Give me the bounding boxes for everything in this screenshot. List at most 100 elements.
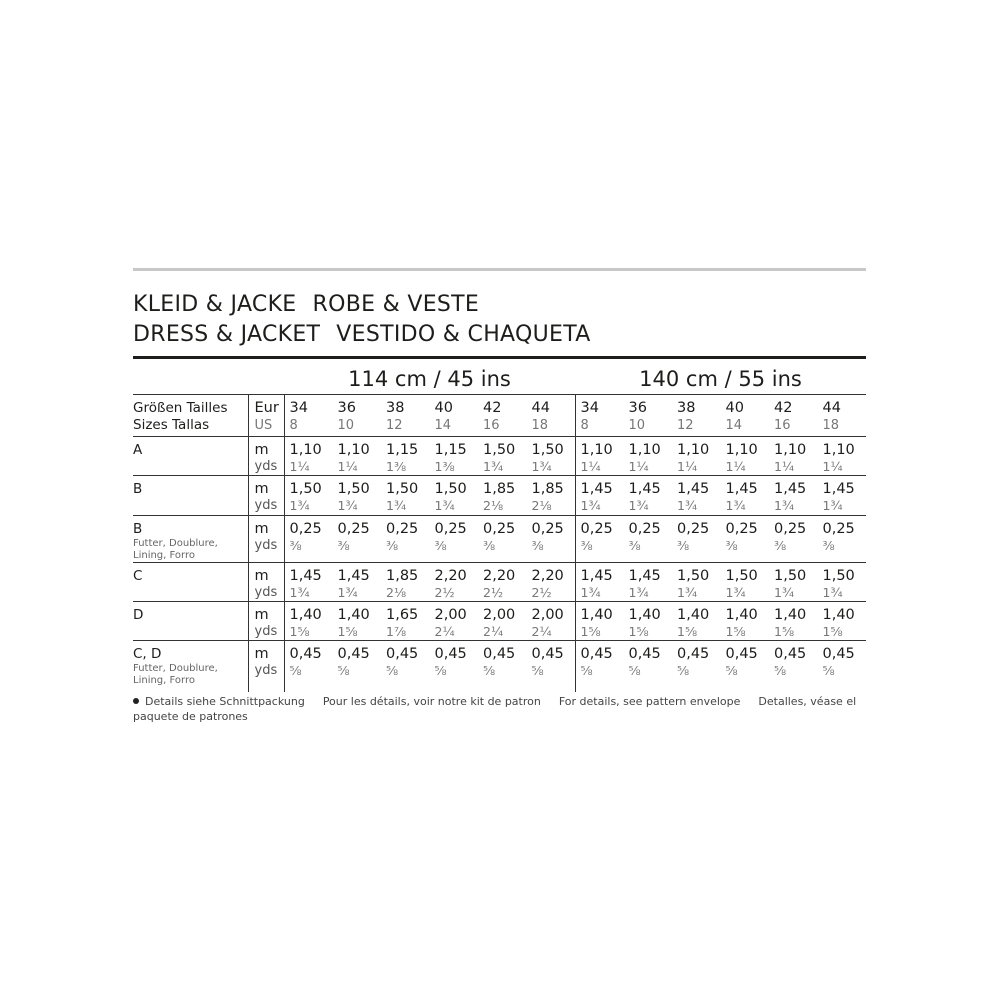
- eur-size: 34: [580, 400, 599, 416]
- value-cell: 1,50 1¾: [332, 475, 381, 516]
- value-cell: 1,85 2⅛: [478, 475, 527, 516]
- meters-value: 1,50: [822, 568, 855, 584]
- yards-value: 1¾: [580, 498, 601, 513]
- unit-meters: m: [254, 481, 269, 497]
- meters-value: 1,45: [677, 481, 710, 497]
- value-cell: 0,45 ⅝: [817, 640, 866, 692]
- yards-value: 1⅜: [434, 459, 455, 474]
- value-cell: 1,45 1¾: [623, 475, 672, 516]
- fabric-width-140: 140 cm / 55 ins: [639, 367, 802, 391]
- yards-value: 1⅜: [386, 459, 407, 474]
- unit-yards: yds: [254, 585, 278, 600]
- unit-yards: yds: [254, 538, 278, 553]
- us-size: 14: [434, 418, 452, 433]
- us-size: 18: [531, 418, 549, 433]
- meters-value: 0,25: [531, 521, 564, 537]
- unit-meters: m: [254, 442, 269, 458]
- yards-value: ⅜: [531, 538, 544, 553]
- meters-value: 1,45: [289, 568, 322, 584]
- value-cell: 2,00 2¼: [478, 601, 527, 641]
- yards-value: ⅜: [725, 538, 738, 553]
- value-cell: 1,40 1⅝: [817, 601, 866, 641]
- unit-yards: yds: [254, 498, 278, 513]
- value-cell: 2,00 2¼: [429, 601, 478, 641]
- yards-value: ⅝: [725, 663, 738, 678]
- value-cell: 1,65 1⅞: [381, 601, 430, 641]
- value-cell: 0,25 ⅜: [672, 515, 721, 563]
- unit-cell: m yds: [247, 436, 285, 476]
- meters-value: 0,45: [483, 646, 516, 662]
- yards-value: 2⅛: [483, 498, 504, 513]
- value-cell: 0,45 ⅝: [478, 640, 527, 692]
- size-cell: 44 18: [526, 394, 575, 437]
- value-cell: 1,45 1¾: [817, 475, 866, 516]
- meters-value: 1,50: [725, 568, 758, 584]
- unit-cell: m yds: [247, 601, 285, 641]
- meters-value: 0,25: [386, 521, 419, 537]
- meters-value: 1,10: [774, 442, 807, 458]
- value-cell: 1,50 1¾: [817, 562, 866, 602]
- value-cell: 0,45 ⅝: [429, 640, 478, 692]
- value-cell: 1,40 1⅝: [720, 601, 769, 641]
- yards-value: ⅝: [628, 663, 641, 678]
- meters-value: 1,40: [580, 607, 613, 623]
- value-cell: 1,85 2⅛: [381, 562, 430, 602]
- unit-yards: yds: [254, 459, 278, 474]
- footnote-de: Details siehe Schnittpackung: [145, 695, 305, 708]
- meters-value: 0,25: [628, 521, 661, 537]
- yards-value: 1¼: [822, 459, 843, 474]
- meters-value: 1,10: [677, 442, 710, 458]
- value-cell: 1,40 1⅝: [332, 601, 381, 641]
- value-cell: 0,25 ⅜: [284, 515, 333, 563]
- title-spanish: VESTIDO & CHAQUETA: [336, 322, 591, 347]
- meters-value: 1,40: [725, 607, 758, 623]
- size-cell: 40 14: [720, 394, 769, 437]
- meters-value: 0,25: [677, 521, 710, 537]
- meters-value: 1,40: [822, 607, 855, 623]
- size-unit-cell: Eur US: [247, 394, 285, 437]
- value-cell: 1,15 1⅜: [429, 436, 478, 476]
- yards-value: ⅜: [483, 538, 496, 553]
- value-cell: 0,25 ⅜: [769, 515, 818, 563]
- yards-value: 1¾: [337, 498, 358, 513]
- yards-value: 1¾: [289, 498, 310, 513]
- meters-value: 1,40: [337, 607, 370, 623]
- view-label-cell: A: [133, 436, 248, 476]
- footnote: Details siehe Schnittpackung Pour les dét…: [133, 694, 873, 724]
- yards-value: 1⅝: [677, 624, 698, 639]
- value-cell: 0,45 ⅝: [672, 640, 721, 692]
- value-cell: 1,40 1⅝: [769, 601, 818, 641]
- value-cell: 0,45 ⅝: [574, 640, 624, 692]
- unit-cell: m yds: [247, 515, 285, 563]
- yards-value: 1¾: [677, 585, 698, 600]
- meters-value: 1,50: [434, 481, 467, 497]
- yards-value: ⅝: [337, 663, 350, 678]
- yards-value: 1¾: [386, 498, 407, 513]
- value-cell: 1,40 1⅝: [284, 601, 333, 641]
- yards-value: 2⅛: [531, 498, 552, 513]
- yards-value: 2¼: [483, 624, 504, 639]
- title-line-1: KLEID & JACKE ROBE & VESTE: [133, 292, 479, 317]
- yards-value: ⅝: [386, 663, 399, 678]
- meters-value: 1,45: [580, 481, 613, 497]
- meters-value: 1,45: [822, 481, 855, 497]
- eur-size: 36: [337, 400, 356, 416]
- value-cell: 1,50 1¾: [284, 475, 333, 516]
- meters-value: 1,45: [580, 568, 613, 584]
- eur-size: 42: [774, 400, 793, 416]
- view-label: B: [133, 481, 143, 497]
- yards-value: 1⅝: [822, 624, 843, 639]
- value-cell: 1,45 1¾: [769, 475, 818, 516]
- meters-value: 0,25: [289, 521, 322, 537]
- lining-label: Futter, Doublure, Lining, Forro: [133, 663, 218, 686]
- meters-value: 1,65: [386, 607, 419, 623]
- lining-label: Futter, Doublure, Lining, Forro: [133, 538, 218, 561]
- yards-value: 1¼: [677, 459, 698, 474]
- value-cell: 0,45 ⅝: [526, 640, 575, 692]
- value-cell: 1,10 1¼: [623, 436, 672, 476]
- us-size: 14: [725, 418, 743, 433]
- value-cell: 2,20 2½: [526, 562, 575, 602]
- unit-meters: m: [254, 646, 269, 662]
- table-row: C, D Futter, Doublure, Lining, Forro m yds 0…: [133, 640, 866, 692]
